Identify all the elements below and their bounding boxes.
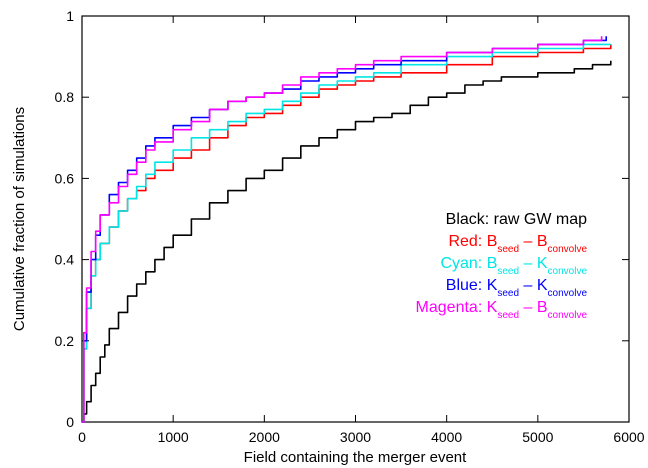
x-tick-label: 3000 bbox=[340, 429, 371, 445]
legend-text: – K bbox=[519, 255, 548, 272]
series-line-3 bbox=[82, 36, 607, 423]
legend-text: Magenta: K bbox=[416, 299, 498, 316]
legend-entry-0: Black: raw GW map bbox=[446, 211, 587, 228]
legend-subscript: seed bbox=[497, 288, 519, 299]
legend-text: – B bbox=[519, 299, 547, 316]
x-tick-label: 2000 bbox=[249, 429, 280, 445]
series-line-0 bbox=[82, 60, 612, 423]
legend-subscript: seed bbox=[497, 244, 519, 255]
y-tick-label: 1 bbox=[66, 8, 74, 24]
x-tick-label: 6000 bbox=[613, 429, 644, 445]
legend-subscript: seed bbox=[497, 310, 519, 321]
y-tick-label: 0.2 bbox=[55, 333, 75, 349]
x-tick-label: 0 bbox=[78, 429, 86, 445]
legend-text: Black: raw GW map bbox=[446, 211, 587, 228]
y-tick-label: 0.8 bbox=[55, 89, 75, 105]
axis-ticks: 0 1000 2000 3000 4000 5000 6000 0 0.2 0.4 0.6 0.8 1 bbox=[55, 8, 645, 445]
legend-entry-2: Cyan: Bseed – Kconvolve bbox=[440, 255, 587, 277]
x-axis-label: Field containing the merger event bbox=[244, 449, 467, 466]
series-lines bbox=[82, 36, 612, 423]
y-axis-label: Cumulative fraction of simulations bbox=[11, 107, 28, 331]
y-tick-label: 0.4 bbox=[55, 252, 75, 268]
legend-entry-1: Red: Bseed – Bconvolve bbox=[448, 233, 587, 255]
legend-subscript: convolve bbox=[548, 244, 588, 255]
legend-subscript: seed bbox=[497, 266, 519, 277]
legend-subscript: convolve bbox=[548, 266, 588, 277]
legend-text: – K bbox=[519, 277, 548, 294]
legend-text: Blue: K bbox=[446, 277, 498, 294]
legend-entry-4: Magenta: Kseed – Bconvolve bbox=[416, 299, 588, 321]
x-tick-label: 1000 bbox=[158, 429, 189, 445]
legend-text: – B bbox=[519, 233, 547, 250]
legend-text: Red: B bbox=[448, 233, 497, 250]
y-tick-label: 0 bbox=[66, 414, 74, 430]
legend-subscript: convolve bbox=[548, 288, 588, 299]
x-tick-label: 4000 bbox=[431, 429, 462, 445]
legend-entry-3: Blue: Kseed – Kconvolve bbox=[446, 277, 588, 299]
y-tick-label: 0.6 bbox=[55, 170, 75, 186]
x-tick-label: 5000 bbox=[522, 429, 553, 445]
series-line-2 bbox=[82, 43, 611, 423]
series-line-4 bbox=[82, 36, 603, 423]
legend-text: Cyan: B bbox=[440, 255, 497, 272]
legend-subscript: convolve bbox=[548, 310, 588, 321]
